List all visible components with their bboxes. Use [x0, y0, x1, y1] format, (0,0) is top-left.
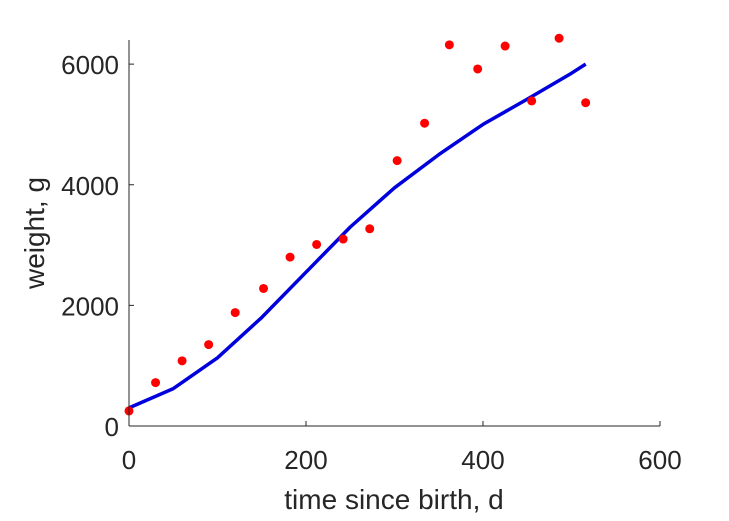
- data-point: [444, 40, 454, 50]
- x-ticks: 0 200 400 600: [122, 421, 682, 475]
- x-tick-label: 400: [461, 445, 504, 475]
- y-tick-label: 2000: [61, 291, 119, 321]
- y-tick-label: 6000: [61, 50, 119, 80]
- x-tick-label: 0: [122, 445, 136, 475]
- y-tick-label: 4000: [61, 171, 119, 201]
- y-ticks: 0 2000 4000 6000: [61, 50, 134, 442]
- axes: 0 200 400 600 0 2000 4000 6000: [61, 40, 682, 475]
- y-tick-label: 0: [105, 412, 119, 442]
- fit-line: [128, 62, 587, 410]
- data-point: [365, 224, 375, 234]
- data-point: [151, 378, 161, 388]
- data-point: [473, 64, 483, 74]
- data-point: [338, 234, 348, 244]
- data-point: [312, 239, 322, 249]
- x-tick-label: 600: [638, 445, 681, 475]
- data-point: [420, 118, 430, 128]
- data-point: [527, 96, 537, 106]
- data-point: [177, 356, 187, 366]
- plot-area: [124, 33, 591, 416]
- data-point: [204, 340, 214, 350]
- y-axis-label: weight, g: [19, 177, 50, 290]
- x-tick-label: 200: [284, 445, 327, 475]
- data-point: [259, 283, 269, 293]
- data-point: [230, 308, 240, 318]
- data-point: [392, 156, 402, 166]
- data-point: [500, 41, 510, 51]
- data-point: [581, 98, 591, 108]
- data-point: [285, 252, 295, 262]
- data-point: [554, 33, 564, 43]
- x-axis-label: time since birth, d: [284, 484, 503, 515]
